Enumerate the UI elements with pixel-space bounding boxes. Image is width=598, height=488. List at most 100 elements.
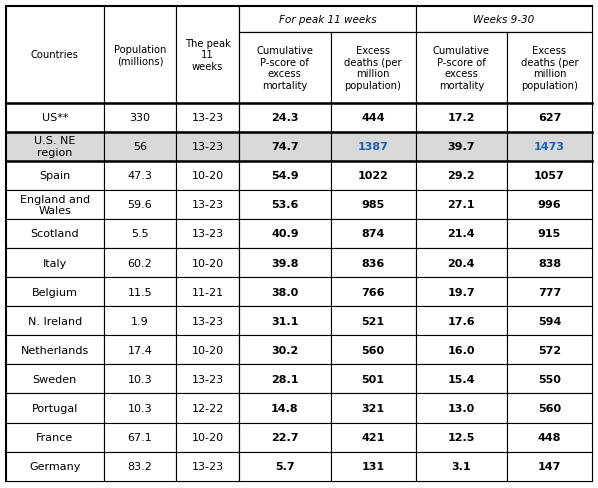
Bar — [239, 365, 331, 394]
Text: 13-23: 13-23 — [191, 142, 224, 152]
Text: Italy: Italy — [42, 258, 67, 268]
Text: 38.0: 38.0 — [271, 287, 298, 297]
Bar — [507, 190, 592, 220]
Text: 12-22: 12-22 — [191, 403, 224, 413]
Text: 1.9: 1.9 — [131, 316, 149, 326]
Text: 550: 550 — [538, 374, 561, 384]
Text: 985: 985 — [361, 200, 385, 210]
Text: 444: 444 — [361, 113, 385, 123]
Text: 13-23: 13-23 — [191, 316, 224, 326]
Bar — [239, 423, 331, 452]
Bar — [331, 278, 416, 306]
Bar — [331, 336, 416, 365]
Bar — [507, 336, 592, 365]
Text: 3.1: 3.1 — [451, 461, 471, 471]
Bar — [239, 103, 331, 132]
Bar — [331, 423, 416, 452]
Text: England and
Wales: England and Wales — [20, 194, 90, 216]
Text: France: France — [36, 432, 74, 442]
Text: 59.6: 59.6 — [127, 200, 152, 210]
Text: 21.4: 21.4 — [447, 229, 475, 239]
Text: 1022: 1022 — [358, 171, 389, 181]
Text: US**: US** — [42, 113, 68, 123]
Bar — [176, 336, 239, 365]
Text: 30.2: 30.2 — [271, 345, 298, 355]
Text: 24.3: 24.3 — [271, 113, 298, 123]
Bar — [103, 365, 176, 394]
Text: Excess
deaths (per
million
population): Excess deaths (per million population) — [344, 46, 402, 91]
Bar — [507, 306, 592, 336]
Bar — [239, 278, 331, 306]
Bar — [331, 103, 416, 132]
Text: 11.5: 11.5 — [127, 287, 152, 297]
Bar — [6, 248, 103, 278]
Bar — [507, 278, 592, 306]
Text: 83.2: 83.2 — [127, 461, 152, 471]
Text: 47.3: 47.3 — [127, 171, 152, 181]
Text: 40.9: 40.9 — [271, 229, 298, 239]
Bar — [416, 220, 507, 248]
Text: 17.6: 17.6 — [447, 316, 475, 326]
Text: 560: 560 — [361, 345, 385, 355]
Bar — [6, 306, 103, 336]
Text: 10.3: 10.3 — [127, 374, 152, 384]
Text: Sweden: Sweden — [33, 374, 77, 384]
Bar — [103, 336, 176, 365]
Bar — [239, 336, 331, 365]
Bar — [507, 248, 592, 278]
Text: 31.1: 31.1 — [271, 316, 298, 326]
Text: 15.4: 15.4 — [447, 374, 475, 384]
Bar — [6, 162, 103, 190]
Bar — [331, 220, 416, 248]
Bar — [507, 33, 592, 103]
Bar — [416, 306, 507, 336]
Text: 560: 560 — [538, 403, 561, 413]
Bar — [416, 452, 507, 481]
Bar — [331, 394, 416, 423]
Text: 10-20: 10-20 — [191, 345, 224, 355]
Bar — [176, 190, 239, 220]
Bar — [176, 423, 239, 452]
Text: 766: 766 — [361, 287, 385, 297]
Text: 321: 321 — [361, 403, 385, 413]
Bar — [331, 132, 416, 162]
Bar — [239, 248, 331, 278]
Bar — [416, 33, 507, 103]
Text: 39.8: 39.8 — [271, 258, 298, 268]
Bar — [507, 162, 592, 190]
Text: 10-20: 10-20 — [191, 258, 224, 268]
Bar — [6, 220, 103, 248]
Text: 594: 594 — [538, 316, 561, 326]
Bar — [507, 103, 592, 132]
Text: 1473: 1473 — [534, 142, 565, 152]
Bar — [176, 365, 239, 394]
Text: Cumulative
P-score of
excess
mortality: Cumulative P-score of excess mortality — [433, 46, 490, 91]
Text: 627: 627 — [538, 113, 561, 123]
Text: 53.6: 53.6 — [271, 200, 298, 210]
Bar — [176, 7, 239, 103]
Text: 915: 915 — [538, 229, 561, 239]
Bar — [416, 423, 507, 452]
Text: 54.9: 54.9 — [271, 171, 298, 181]
Bar — [507, 132, 592, 162]
Bar — [416, 103, 507, 132]
Text: 10-20: 10-20 — [191, 432, 224, 442]
Bar — [6, 336, 103, 365]
Bar — [416, 336, 507, 365]
Bar — [6, 103, 103, 132]
Bar — [507, 365, 592, 394]
Bar — [103, 103, 176, 132]
Text: Germany: Germany — [29, 461, 81, 471]
Bar — [6, 423, 103, 452]
Text: 330: 330 — [129, 113, 150, 123]
Text: 13.0: 13.0 — [448, 403, 475, 413]
Text: For peak 11 weeks: For peak 11 weeks — [279, 15, 376, 25]
Bar — [507, 423, 592, 452]
Text: 20.4: 20.4 — [447, 258, 475, 268]
Bar — [103, 132, 176, 162]
Bar — [103, 423, 176, 452]
Text: 10.3: 10.3 — [127, 403, 152, 413]
Text: 22.7: 22.7 — [271, 432, 298, 442]
Bar — [176, 103, 239, 132]
Text: Spain: Spain — [39, 171, 71, 181]
